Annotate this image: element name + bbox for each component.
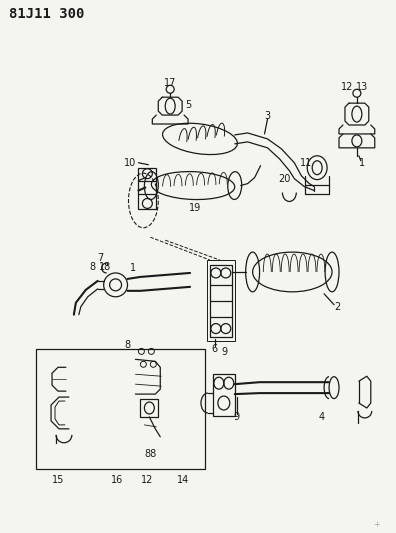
Text: 9: 9 <box>234 412 240 422</box>
Text: 13: 13 <box>356 82 368 92</box>
Text: 14: 14 <box>177 475 189 486</box>
Text: 1: 1 <box>359 158 365 168</box>
Text: 11: 11 <box>300 158 312 168</box>
Text: 2: 2 <box>334 302 340 312</box>
Bar <box>139 168 156 209</box>
Bar <box>210 265 232 336</box>
Text: 7: 7 <box>97 253 104 263</box>
Bar <box>141 399 158 417</box>
Text: 1: 1 <box>130 263 137 273</box>
Text: 18: 18 <box>99 262 111 272</box>
Bar <box>36 350 205 469</box>
Text: 6: 6 <box>212 344 218 354</box>
Text: +: + <box>373 520 380 529</box>
Text: 8: 8 <box>124 341 131 350</box>
Text: 9: 9 <box>222 348 228 358</box>
Text: 5: 5 <box>185 100 191 110</box>
Text: 12: 12 <box>341 82 353 92</box>
Text: 10: 10 <box>124 158 137 168</box>
Text: 20: 20 <box>278 174 291 184</box>
Text: 4: 4 <box>319 412 325 422</box>
Text: 15: 15 <box>52 475 64 486</box>
Bar <box>207 260 235 342</box>
Text: 88: 88 <box>144 449 156 459</box>
Text: 16: 16 <box>111 475 124 486</box>
Text: 17: 17 <box>164 78 176 88</box>
Text: 3: 3 <box>265 111 270 121</box>
Text: 81J11 300: 81J11 300 <box>10 7 85 21</box>
Text: 19: 19 <box>189 204 201 213</box>
Text: 12: 12 <box>141 475 154 486</box>
Text: 8: 8 <box>89 262 96 272</box>
Bar <box>213 374 235 416</box>
